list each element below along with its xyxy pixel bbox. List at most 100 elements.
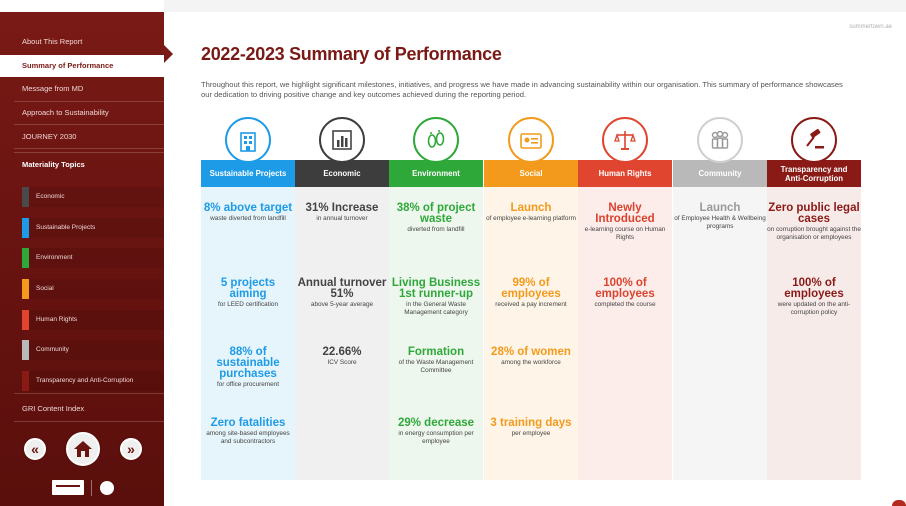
column-background [673, 187, 767, 480]
metric-caption: were updated on the anti-corruption poli… [777, 301, 851, 316]
divider [14, 152, 164, 153]
column-heading: Transparency and Anti-Corruption [767, 160, 861, 187]
metric-caption: on corruption brought against the organi… [767, 226, 861, 241]
column-heading: Sustainable Projects [201, 160, 295, 187]
divider [14, 393, 164, 394]
column-heading: Community [673, 160, 767, 187]
metric-item: 8% above target waste diverted from landf… [201, 202, 295, 223]
topic-transparency[interactable]: Transparency and Anti-Corruption [22, 371, 164, 391]
justice-scales-icon [602, 117, 648, 163]
active-indicator-arrow [164, 45, 173, 63]
metric-item: Formation of the Waste Management Committ… [389, 346, 483, 375]
building-icon [225, 117, 271, 163]
divider [91, 480, 92, 496]
metric-caption: waste diverted from landfill [210, 215, 286, 222]
sidebar-item-journey[interactable]: JOURNEY 2030 [22, 132, 77, 141]
metric-item: Zero fatalities among site-based employee… [201, 417, 295, 446]
swatch-sustainable-projects [22, 218, 29, 238]
metric-item: Zero public legal cases on corruption bro… [767, 202, 861, 242]
metric-item: 3 training days per employee [484, 417, 578, 438]
secondary-logo [100, 481, 114, 495]
metric-caption: of the Waste Management Committee [398, 359, 474, 374]
metric-value: 5 projects aiming [220, 277, 276, 300]
intro-paragraph: Throughout this report, we highlight sig… [201, 80, 843, 99]
metric-value: 100% of employees [595, 277, 655, 300]
swatch-social [22, 279, 29, 299]
sidebar-item-summary[interactable]: Summary of Performance [0, 55, 164, 77]
metric-caption: completed the course [594, 301, 656, 308]
topic-social[interactable]: Social [22, 279, 164, 299]
topic-environment[interactable]: Environment [22, 248, 164, 268]
metric-caption: ICV Score [327, 359, 357, 366]
metric-value: Newly Introduced [595, 202, 655, 225]
column-background [767, 187, 861, 480]
swatch-environment [22, 248, 29, 268]
divider [14, 421, 164, 422]
top-bar [164, 0, 906, 12]
gavel-icon [791, 117, 837, 163]
metric-value: Launch [510, 202, 552, 214]
home-button[interactable] [66, 432, 100, 466]
sidebar-item-about[interactable]: About This Report [22, 37, 83, 46]
metric-item: 5 projects aiming for LEED certification [201, 277, 295, 309]
next-page-button[interactable]: » [120, 438, 142, 460]
column-economic: Economic 31% Increase in annual turnover An… [295, 160, 389, 480]
topic-sustainable-projects[interactable]: Sustainable Projects [22, 218, 164, 238]
topic-human-rights[interactable]: Human Rights [22, 310, 164, 330]
site-link[interactable]: summertown.ae [849, 24, 892, 30]
swatch-human-rights [22, 310, 29, 330]
divider [14, 101, 164, 102]
column-social: Social Launch of employee e-learning platf… [484, 160, 578, 480]
metric-value: Zero public legal cases [768, 202, 860, 225]
metric-item: 100% of employees were updated on the ant… [767, 277, 861, 317]
metric-caption: for office procurement [216, 381, 280, 388]
topic-community[interactable]: Community [22, 340, 164, 360]
id-card-icon [508, 117, 554, 163]
metric-caption: among site-based employees and subcontra… [206, 430, 290, 445]
topic-label: Transparency and Anti-Corruption [36, 377, 134, 384]
metric-item: 99% of employees received a pay increment [484, 277, 578, 309]
metric-item: 31% Increase in annual turnover [295, 202, 389, 223]
topic-label: Community [36, 346, 69, 353]
sidebar-item-approach[interactable]: Approach to Sustainability [22, 108, 109, 117]
metric-value: 3 training days [490, 417, 572, 429]
metric-value: 88% of sustainable purchases [216, 346, 280, 380]
metric-item: 29% decrease in energy consumption per em… [389, 417, 483, 446]
people-icon [697, 117, 743, 163]
sidebar-item-gri[interactable]: GRI Content Index [22, 404, 85, 413]
swatch-economic [22, 187, 29, 207]
double-chevron-right-icon: » [127, 441, 135, 457]
divider [14, 124, 164, 125]
metric-value: 99% of employees [501, 277, 561, 300]
metric-value: 28% of women [491, 346, 571, 358]
metric-item: 28% of women among the workforce [484, 346, 578, 367]
metric-caption: in the General Waste Management category [404, 301, 468, 316]
metric-caption: for LEED certification [217, 301, 279, 308]
sidebar: About This Report Summary of Performance… [0, 12, 164, 506]
metric-caption: e-learning course on Human Rights [584, 226, 666, 241]
column-background [295, 187, 389, 480]
metric-value: Launch [699, 202, 741, 214]
metric-item: Launch of employee e-learning platform [484, 202, 578, 223]
metric-value: 100% of employees [784, 277, 844, 300]
metric-value: Formation [407, 346, 465, 358]
column-background [484, 187, 578, 480]
metric-value: 38% of project waste [396, 202, 476, 225]
column-community: Community Launch of Employee Health & Well… [673, 160, 767, 480]
topic-economic[interactable]: Economic [22, 187, 164, 207]
prev-page-button[interactable]: « [24, 438, 46, 460]
metric-item: 38% of project waste diverted from landfi… [389, 202, 483, 234]
column-heading: Human Rights [578, 160, 672, 187]
topic-label: Sustainable Projects [36, 224, 96, 231]
topic-label: Human Rights [36, 316, 78, 323]
column-transparency-and-anti-corruption: Transparency and Anti-Corruption Zero pub… [767, 160, 861, 480]
column-environment: Environment 38% of project waste diverted … [389, 160, 483, 480]
metric-caption: diverted from landfill [407, 226, 465, 233]
corner-accent [892, 500, 906, 506]
metric-caption: in energy consumption per employee [398, 430, 474, 445]
metric-caption: of Employee Health & Wellbeing programs [674, 215, 766, 230]
column-heading: Social [484, 160, 578, 187]
column-human-rights: Human Rights Newly Introduced e-learning c… [578, 160, 672, 480]
sidebar-item-message[interactable]: Message from MD [22, 84, 84, 93]
column-sustainable-projects: Sustainable Projects 8% above target waste… [201, 160, 295, 480]
